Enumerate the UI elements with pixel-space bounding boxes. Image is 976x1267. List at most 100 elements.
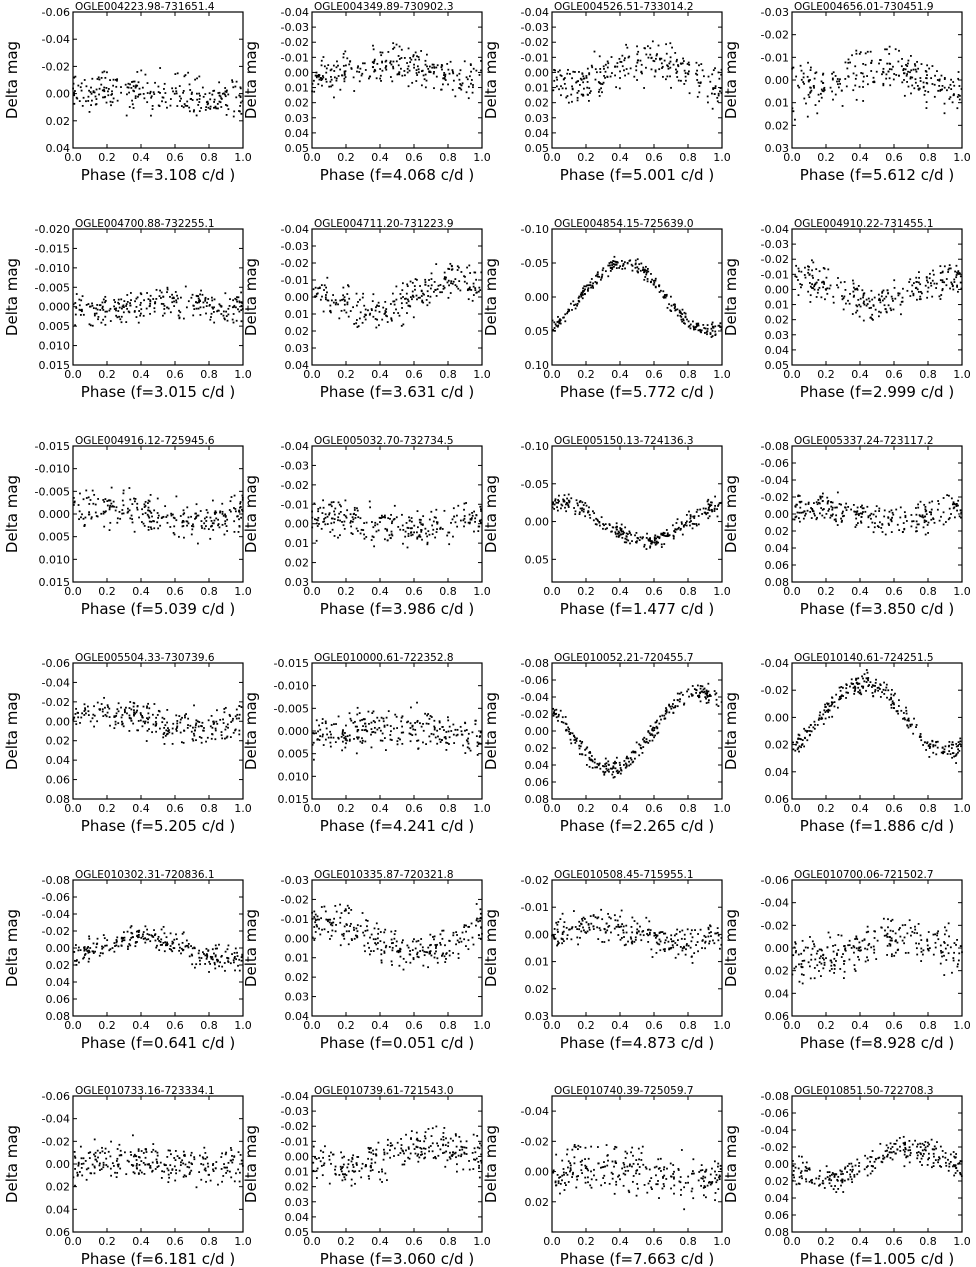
data-point <box>126 511 129 514</box>
data-point <box>463 508 465 511</box>
data-point <box>435 295 438 297</box>
data-point <box>674 303 676 306</box>
data-point <box>220 731 223 733</box>
data-point <box>224 93 226 96</box>
data-point <box>822 713 825 716</box>
data-point <box>588 73 591 76</box>
data-point <box>713 508 716 511</box>
data-point <box>78 298 81 301</box>
data-point <box>804 512 807 515</box>
data-point <box>424 86 427 89</box>
data-point <box>190 296 193 299</box>
data-point <box>341 298 343 301</box>
data-point <box>859 305 862 308</box>
data-point <box>661 67 663 69</box>
data-point <box>928 756 931 758</box>
data-point <box>597 91 600 93</box>
data-point <box>235 708 238 711</box>
light-curve-panel: 0.0 0.2 0.4 0.6 0.8 1.0-0.04-0.020.000.020.04… <box>722 652 971 835</box>
data-point <box>182 90 185 92</box>
data-point <box>381 61 384 64</box>
data-point <box>192 314 195 317</box>
data-point <box>178 316 181 319</box>
data-point <box>421 538 423 541</box>
data-point <box>193 734 196 737</box>
data-point <box>220 313 223 315</box>
data-point <box>866 83 869 86</box>
data-point <box>92 502 95 505</box>
data-point <box>795 75 798 78</box>
data-point <box>574 71 576 73</box>
data-point <box>349 521 352 524</box>
data-point <box>426 541 429 544</box>
data-point <box>950 281 953 284</box>
data-point <box>167 730 169 732</box>
data-point <box>602 765 604 767</box>
data-point <box>347 315 350 318</box>
data-point <box>645 269 648 272</box>
data-point <box>867 516 870 519</box>
data-point <box>852 282 855 285</box>
data-point <box>422 722 424 725</box>
data-point <box>109 499 112 502</box>
data-point <box>576 99 579 102</box>
data-point <box>680 522 683 525</box>
data-point <box>648 537 651 540</box>
data-point <box>700 331 702 334</box>
data-point <box>919 500 922 503</box>
data-point <box>612 762 615 764</box>
data-point <box>195 719 198 722</box>
data-point <box>361 742 364 744</box>
data-point <box>85 85 88 88</box>
data-point <box>460 271 463 273</box>
data-point <box>160 297 162 299</box>
y-tick-label: -0.03 <box>281 21 309 34</box>
data-point <box>151 108 154 111</box>
data-point <box>639 269 642 272</box>
data-point <box>627 56 630 59</box>
data-point <box>393 300 396 303</box>
data-point <box>424 278 427 281</box>
data-point <box>371 521 373 523</box>
data-point <box>929 282 932 285</box>
data-point <box>874 684 876 687</box>
data-point <box>916 523 919 526</box>
data-point <box>852 504 855 506</box>
data-point <box>653 729 656 732</box>
x-tick-label: 0.2 <box>577 151 595 164</box>
data-point <box>588 751 591 754</box>
data-point <box>928 747 931 749</box>
data-point <box>706 95 709 98</box>
data-point <box>205 305 208 307</box>
data-point <box>668 711 671 714</box>
data-point <box>235 717 238 720</box>
data-point <box>221 523 224 526</box>
data-point <box>850 508 853 511</box>
data-point <box>552 502 554 505</box>
data-point <box>869 50 872 53</box>
data-point <box>179 721 182 724</box>
data-point <box>330 522 333 525</box>
data-point <box>799 501 802 504</box>
data-point <box>171 301 174 304</box>
data-point <box>710 323 713 326</box>
y-tick-label: 0.02 <box>285 325 310 338</box>
data-point <box>636 61 639 64</box>
data-point <box>717 503 720 506</box>
data-point <box>463 515 466 517</box>
data-point <box>173 305 176 307</box>
data-point <box>136 502 139 505</box>
data-point <box>956 272 959 275</box>
data-point <box>860 72 863 74</box>
data-point <box>400 324 403 327</box>
data-point <box>463 60 466 63</box>
plot-frame <box>791 11 963 149</box>
data-point <box>701 69 704 72</box>
data-point <box>595 274 597 277</box>
data-point <box>213 89 216 92</box>
data-point <box>133 310 136 313</box>
data-point <box>693 523 696 525</box>
data-point <box>97 318 99 321</box>
y-tick-label: -0.08 <box>521 657 549 670</box>
data-point <box>417 526 419 529</box>
